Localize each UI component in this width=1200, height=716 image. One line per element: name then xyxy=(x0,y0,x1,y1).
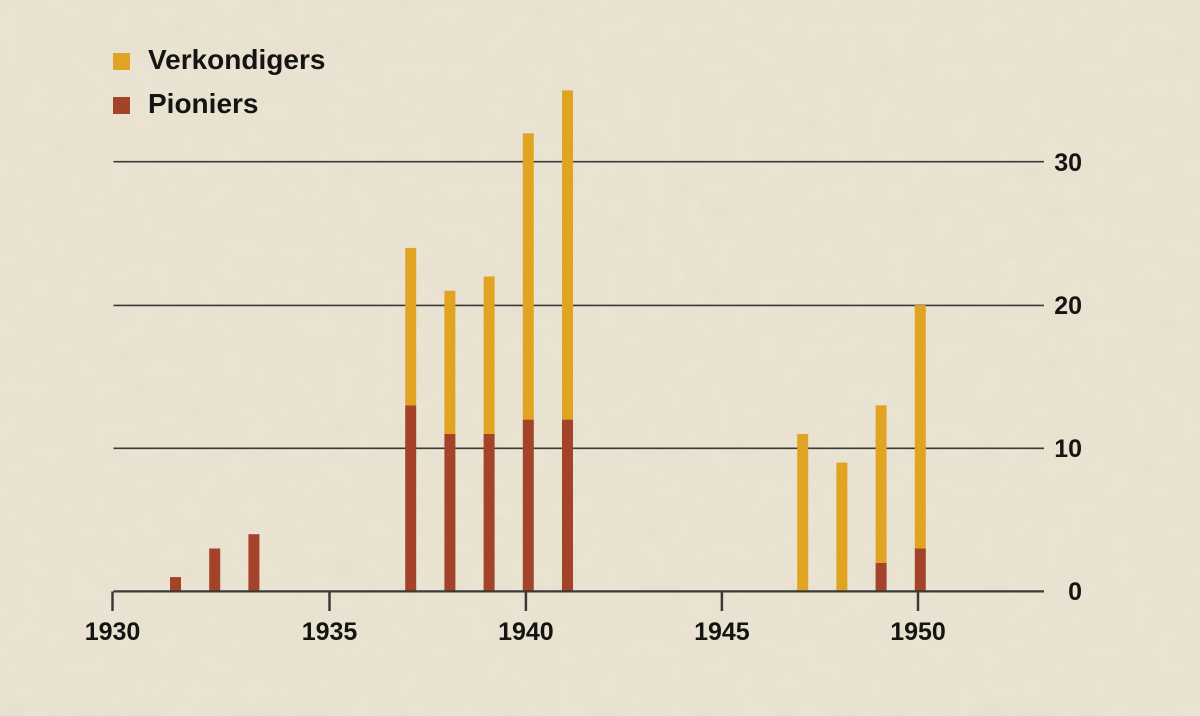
svg-text:20: 20 xyxy=(1054,292,1082,320)
svg-text:30: 30 xyxy=(1054,149,1082,177)
svg-text:1935: 1935 xyxy=(302,618,358,646)
svg-text:Verkondigers: Verkondigers xyxy=(148,44,325,75)
svg-text:1940: 1940 xyxy=(498,618,554,646)
svg-text:0: 0 xyxy=(1068,578,1082,606)
svg-text:1950: 1950 xyxy=(890,618,946,646)
svg-text:10: 10 xyxy=(1054,435,1082,463)
svg-text:1945: 1945 xyxy=(694,618,750,646)
svg-text:1930: 1930 xyxy=(85,618,141,646)
svg-text:Pioniers: Pioniers xyxy=(148,88,258,119)
